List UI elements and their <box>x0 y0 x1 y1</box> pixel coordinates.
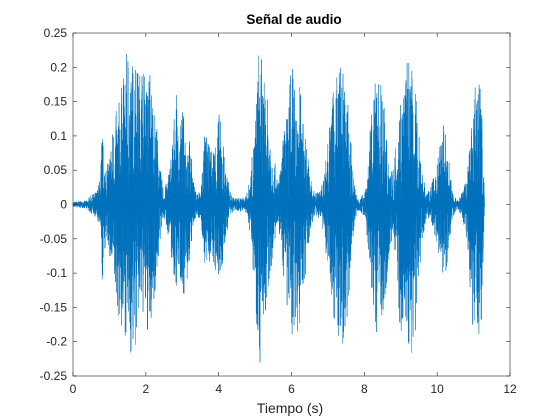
y-tick-label: 0.25 <box>44 26 68 40</box>
plot-area <box>72 32 511 377</box>
x-tick-label: 8 <box>361 382 368 396</box>
y-tick-label: -0.25 <box>40 369 68 383</box>
x-tick-label: 12 <box>503 382 517 396</box>
x-tick-label: 0 <box>70 382 77 396</box>
y-tick-label: 0.2 <box>50 60 67 74</box>
y-tick-label: 0.1 <box>50 129 67 143</box>
y-tick-label: 0.15 <box>44 95 68 109</box>
y-tick-label: 0 <box>60 198 67 212</box>
chart-title: Señal de audio <box>246 12 341 27</box>
y-axis: -0.25 -0.2 -0.15 -0.1 -0.05 0 0.05 0.1 0.15 0.2 0.… <box>40 26 510 383</box>
x-tick-label: 2 <box>142 382 149 396</box>
y-tick-label: -0.1 <box>46 266 67 280</box>
waveform-series-line <box>72 53 485 363</box>
y-tick-label: -0.2 <box>46 335 67 349</box>
x-axis: 0 2 4 6 8 10 12 <box>70 33 517 396</box>
x-tick-label: 10 <box>430 382 444 396</box>
y-tick-label: 0.05 <box>44 163 68 177</box>
y-tick-label: -0.05 <box>40 232 68 246</box>
x-tick-label: 6 <box>288 382 295 396</box>
x-tick-label: 4 <box>215 382 222 396</box>
x-axis-label: Tiempo (s) <box>257 400 323 416</box>
y-tick-label: -0.15 <box>40 300 68 314</box>
